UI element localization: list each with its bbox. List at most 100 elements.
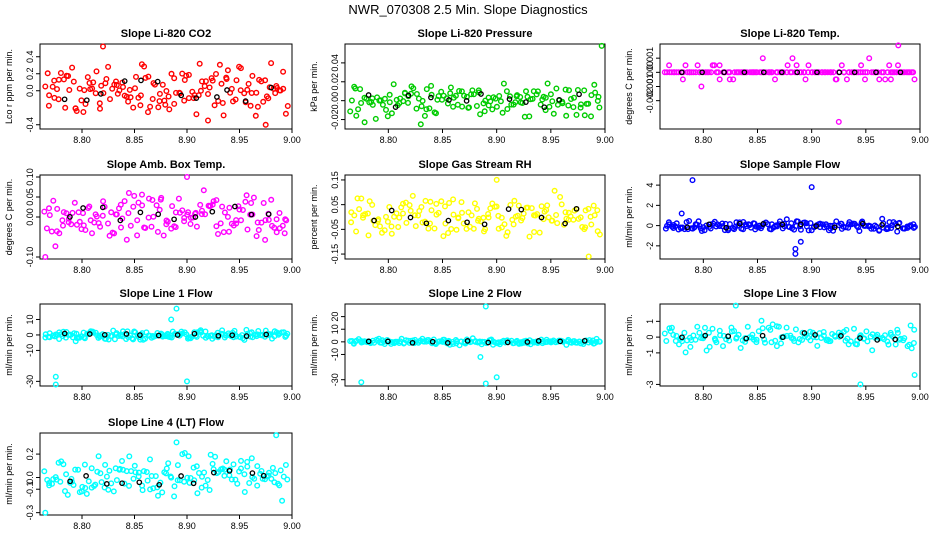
data-point: [582, 207, 589, 214]
data-point: [566, 87, 573, 94]
x-tick-label: 8.80: [73, 265, 91, 275]
data-point: [459, 103, 466, 110]
data-point: [843, 326, 850, 333]
data-point: [100, 198, 107, 205]
data-point: [381, 95, 388, 102]
data-point: [354, 195, 361, 202]
data-point: [590, 202, 597, 209]
data-point: [82, 226, 89, 233]
data-point: [666, 62, 673, 69]
data-point: [142, 74, 149, 81]
reference-point: [178, 473, 184, 479]
reference-point: [814, 69, 820, 76]
data-point: [588, 221, 595, 228]
data-point: [220, 112, 227, 119]
y-tick-label: 10: [25, 314, 35, 324]
x-tick-label: 8.90: [178, 135, 196, 145]
data-point: [549, 98, 556, 105]
x-tick-label: 9.00: [596, 135, 614, 145]
data-point: [742, 338, 749, 345]
data-point: [243, 192, 250, 199]
data-point: [135, 199, 142, 206]
data-point: [428, 82, 435, 89]
data-point: [254, 219, 261, 226]
data-point: [423, 86, 430, 93]
data-point: [284, 476, 291, 483]
y-tick-label: -1: [645, 349, 655, 357]
data-point: [778, 340, 785, 347]
data-point: [719, 220, 726, 227]
data-point: [181, 450, 188, 457]
data-point: [534, 211, 541, 218]
reference-point: [407, 214, 414, 221]
y-tick-label: -3: [645, 380, 655, 388]
data-point: [444, 100, 451, 107]
data-point: [209, 201, 216, 208]
data-point: [468, 212, 475, 219]
data-point: [139, 487, 146, 494]
data-point: [577, 104, 584, 111]
data-point: [884, 338, 891, 345]
data-point: [60, 222, 67, 229]
data-point: [210, 466, 217, 473]
data-point: [158, 194, 165, 201]
y-tick-label: -0.4: [25, 117, 35, 133]
data-point: [116, 465, 123, 472]
reference-point: [242, 98, 249, 104]
outlier-point: [262, 121, 269, 128]
data-point: [181, 214, 188, 221]
data-point: [237, 465, 244, 472]
data-point: [762, 339, 769, 346]
data-point: [395, 223, 402, 230]
data-point: [694, 62, 701, 69]
y-tick-label: 1: [645, 319, 655, 324]
data-point: [857, 332, 864, 339]
data-point: [156, 98, 163, 105]
data-point: [455, 214, 462, 221]
y-tick-label: -0.15: [330, 244, 340, 265]
data-point: [500, 80, 507, 87]
data-point: [179, 207, 186, 214]
reference-point: [263, 331, 270, 338]
data-point: [562, 209, 569, 216]
data-point: [473, 102, 480, 109]
data-point: [845, 224, 852, 231]
data-point: [460, 220, 467, 227]
outlier-point: [792, 245, 799, 252]
data-point: [86, 79, 93, 86]
data-point: [90, 329, 97, 336]
data-point: [244, 458, 251, 465]
data-point: [112, 78, 119, 85]
y-tick-label: 0.00: [25, 208, 35, 226]
outlier-point: [358, 379, 365, 386]
data-point: [125, 189, 132, 196]
data-point: [217, 220, 224, 227]
data-point: [838, 62, 845, 69]
data-point: [212, 70, 219, 77]
x-tick-label: 8.95: [857, 265, 875, 275]
reference-point: [171, 216, 177, 223]
data-point: [405, 99, 412, 106]
data-point: [426, 105, 433, 112]
chart-title: Slope Li-820 CO2: [121, 28, 211, 40]
x-tick-label: 8.90: [178, 392, 196, 402]
data-point: [209, 77, 216, 84]
data-point: [79, 483, 86, 490]
data-point: [268, 60, 275, 67]
y-axis-label: kPa per min.: [309, 61, 319, 112]
data-point: [184, 474, 191, 481]
data-point: [62, 488, 69, 495]
data-point: [211, 102, 218, 109]
reference-point: [562, 220, 568, 227]
chart-title: Slope Line 1 Flow: [120, 288, 213, 300]
data-point: [90, 79, 97, 86]
data-point: [168, 334, 175, 341]
data-point: [817, 220, 824, 227]
y-axis-label: ml/min per min.: [624, 314, 634, 376]
data-point: [895, 62, 902, 69]
data-point: [553, 211, 560, 218]
data-point: [384, 113, 391, 120]
data-point: [202, 211, 209, 218]
data-point: [495, 225, 502, 232]
data-point: [252, 112, 259, 119]
